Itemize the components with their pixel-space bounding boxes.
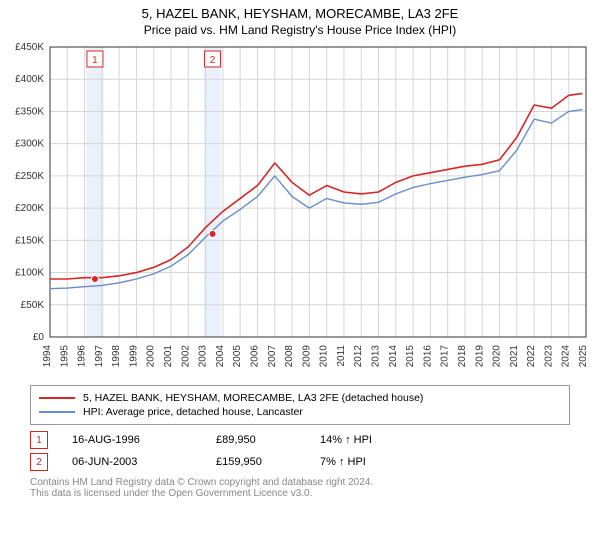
svg-text:1: 1 xyxy=(92,55,98,66)
svg-text:£450K: £450K xyxy=(15,42,44,53)
legend-row: HPI: Average price, detached house, Lanc… xyxy=(39,406,561,418)
svg-text:1999: 1999 xyxy=(128,345,139,368)
svg-text:£100K: £100K xyxy=(15,268,44,279)
svg-text:£350K: £350K xyxy=(15,106,44,117)
legend-swatch xyxy=(39,397,75,399)
chart-subtitle: Price paid vs. HM Land Registry's House … xyxy=(8,23,592,37)
svg-text:1995: 1995 xyxy=(59,345,70,368)
svg-text:1998: 1998 xyxy=(111,345,122,368)
datapoint-row: 1 16-AUG-1996 £89,950 14% ↑ HPI xyxy=(30,431,570,449)
svg-text:2009: 2009 xyxy=(301,345,312,368)
datapoint-id: 1 xyxy=(36,435,42,446)
datapoints-table: 1 16-AUG-1996 £89,950 14% ↑ HPI 2 06-JUN… xyxy=(30,431,570,471)
svg-text:2002: 2002 xyxy=(180,345,191,368)
svg-text:1994: 1994 xyxy=(42,345,53,368)
footer: Contains HM Land Registry data © Crown c… xyxy=(30,477,570,499)
svg-text:2006: 2006 xyxy=(249,345,260,368)
svg-text:2003: 2003 xyxy=(198,345,209,368)
datapoint-price: £159,950 xyxy=(216,456,296,468)
svg-text:1997: 1997 xyxy=(94,345,105,368)
svg-text:2018: 2018 xyxy=(457,345,468,368)
legend-swatch xyxy=(39,411,75,413)
svg-text:2008: 2008 xyxy=(284,345,295,368)
datapoint-change: 7% ↑ HPI xyxy=(320,456,366,468)
svg-text:2023: 2023 xyxy=(543,345,554,368)
svg-text:2001: 2001 xyxy=(163,345,174,368)
svg-text:2025: 2025 xyxy=(578,345,589,368)
svg-text:2022: 2022 xyxy=(526,345,537,368)
datapoint-price: £89,950 xyxy=(216,434,296,446)
datapoint-marker: 1 xyxy=(30,431,48,449)
svg-text:2021: 2021 xyxy=(509,345,520,368)
svg-text:2004: 2004 xyxy=(215,345,226,368)
svg-text:£300K: £300K xyxy=(15,139,44,150)
svg-text:£250K: £250K xyxy=(15,171,44,182)
datapoint-row: 2 06-JUN-2003 £159,950 7% ↑ HPI xyxy=(30,453,570,471)
svg-text:2020: 2020 xyxy=(492,345,503,368)
svg-text:2016: 2016 xyxy=(422,345,433,368)
svg-text:2015: 2015 xyxy=(405,345,416,368)
svg-text:2: 2 xyxy=(210,55,216,66)
legend-label: HPI: Average price, detached house, Lanc… xyxy=(83,406,303,418)
legend-label: 5, HAZEL BANK, HEYSHAM, MORECAMBE, LA3 2… xyxy=(83,392,423,404)
price-chart: £0 £50K £100K £150K £200K £250K £300K £350K £400… xyxy=(0,39,600,379)
datapoint-date: 16-AUG-1996 xyxy=(72,434,192,446)
svg-text:2024: 2024 xyxy=(561,345,572,368)
datapoint-date: 06-JUN-2003 xyxy=(72,456,192,468)
svg-text:2005: 2005 xyxy=(232,345,243,368)
svg-text:2011: 2011 xyxy=(336,345,347,367)
chart-titles: 5, HAZEL BANK, HEYSHAM, MORECAMBE, LA3 2… xyxy=(0,0,600,39)
footer-line: Contains HM Land Registry data © Crown c… xyxy=(30,477,570,488)
svg-text:2019: 2019 xyxy=(474,345,485,368)
svg-text:£0: £0 xyxy=(33,332,45,343)
svg-text:£50K: £50K xyxy=(21,300,45,311)
footer-line: This data is licensed under the Open Gov… xyxy=(30,488,570,499)
svg-text:2017: 2017 xyxy=(440,345,451,368)
svg-text:2013: 2013 xyxy=(371,345,382,368)
svg-text:2012: 2012 xyxy=(353,345,364,368)
svg-text:£200K: £200K xyxy=(15,203,44,214)
svg-text:2010: 2010 xyxy=(319,345,330,368)
chart-container: £0 £50K £100K £150K £200K £250K £300K £350K £400… xyxy=(0,39,600,379)
legend-row: 5, HAZEL BANK, HEYSHAM, MORECAMBE, LA3 2… xyxy=(39,392,561,404)
svg-text:£400K: £400K xyxy=(15,74,44,85)
svg-text:2000: 2000 xyxy=(146,345,157,368)
datapoint-marker: 2 xyxy=(30,453,48,471)
svg-text:1996: 1996 xyxy=(77,345,88,368)
svg-text:2007: 2007 xyxy=(267,345,278,368)
legend: 5, HAZEL BANK, HEYSHAM, MORECAMBE, LA3 2… xyxy=(30,385,570,425)
svg-text:£150K: £150K xyxy=(15,235,44,246)
chart-title: 5, HAZEL BANK, HEYSHAM, MORECAMBE, LA3 2… xyxy=(8,6,592,21)
svg-text:2014: 2014 xyxy=(388,345,399,368)
datapoint-change: 14% ↑ HPI xyxy=(320,434,372,446)
datapoint-id: 2 xyxy=(36,457,42,468)
